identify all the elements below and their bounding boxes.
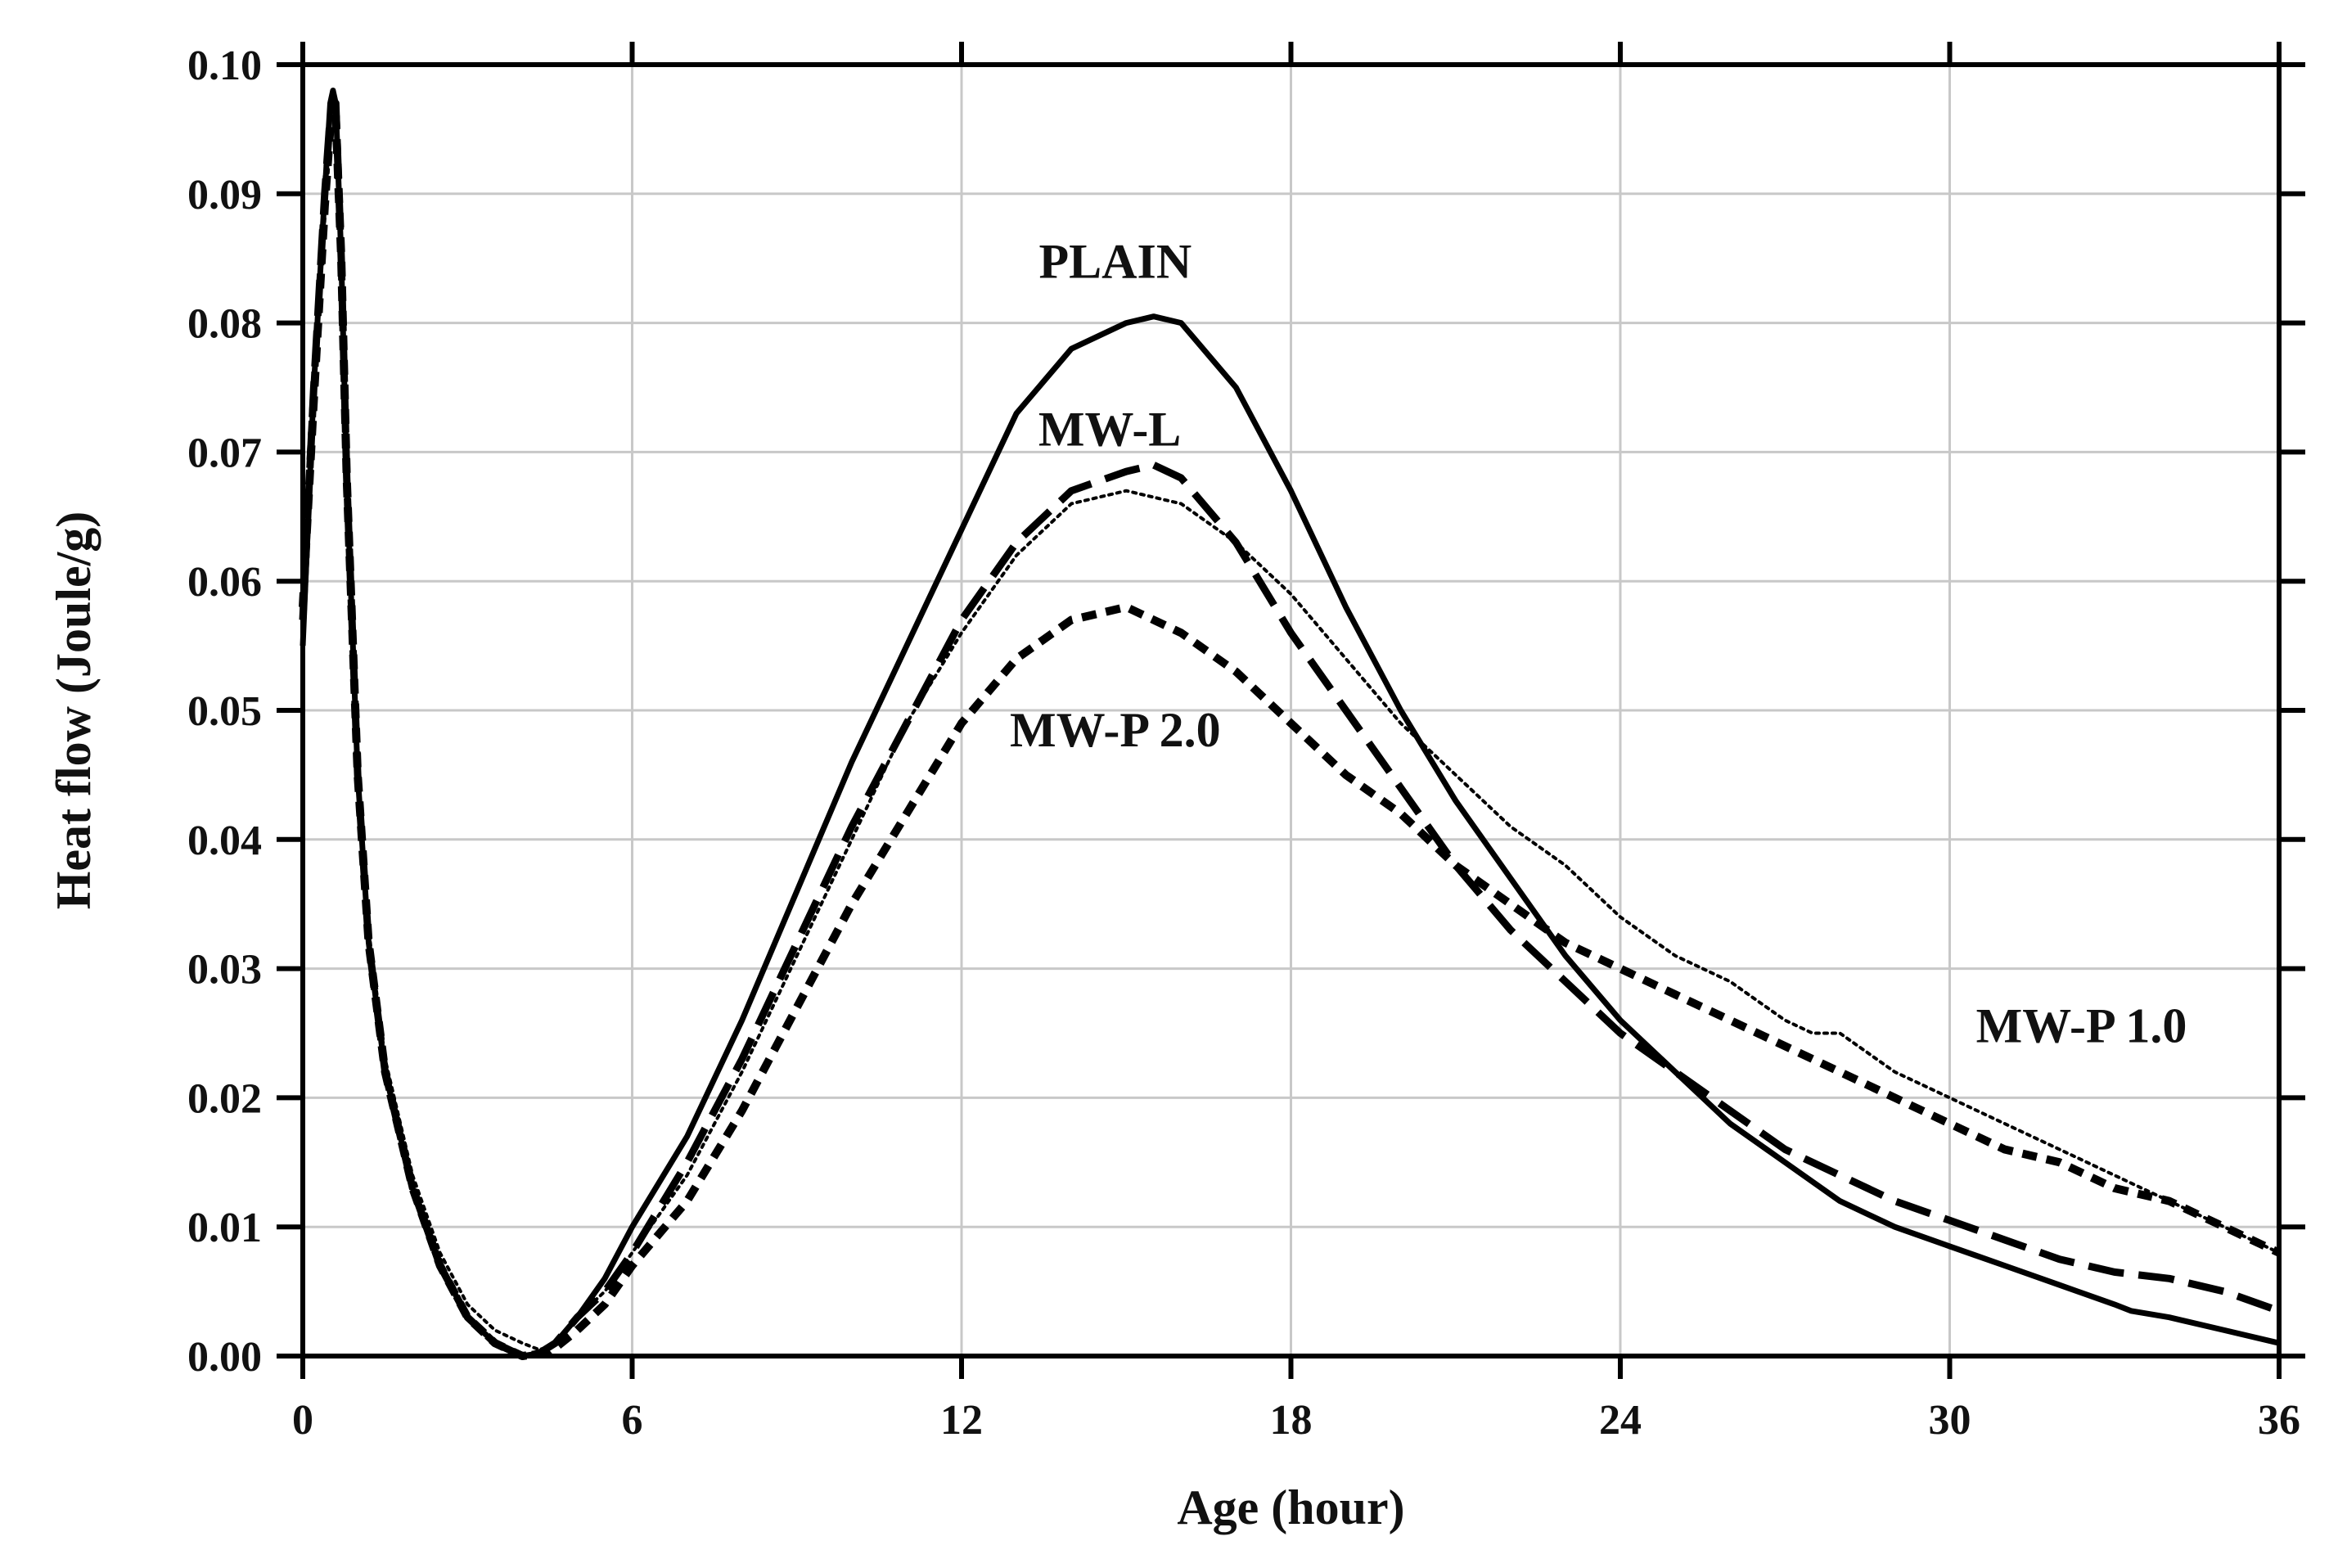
x-tick-label: 18: [1270, 1397, 1313, 1444]
y-tick-label: 0.07: [187, 430, 262, 476]
x-tick-label: 6: [622, 1397, 643, 1444]
x-tick-label: 0: [292, 1397, 313, 1444]
annotation-layer: PLAIN MW-L MW-P 2.0 MW-P 1.0: [1010, 234, 2187, 1052]
x-tick-label: 36: [2258, 1397, 2300, 1444]
x-tick-label: 24: [1599, 1397, 1642, 1444]
x-tick-label: 12: [940, 1397, 983, 1444]
series-line-mw-p-2-0: [299, 112, 2282, 1360]
y-tick-label: 0.06: [187, 559, 262, 606]
annotation-mw-l: MW-L: [1038, 403, 1181, 457]
y-tick-label: 0.02: [187, 1075, 262, 1122]
y-tick-label: 0.05: [187, 688, 262, 735]
y-tick-label: 0.10: [187, 43, 262, 89]
y-tick-label: 0.04: [187, 818, 262, 864]
x-axis-title: Age (hour): [1177, 1480, 1404, 1534]
annotation-mw-p-2-0: MW-P 2.0: [1010, 703, 1221, 757]
annotation-plain: PLAIN: [1038, 234, 1192, 288]
y-tick-label: 0.09: [187, 172, 262, 219]
series-layer: [299, 88, 2282, 1360]
y-tick-label: 0.03: [187, 947, 262, 994]
annotation-mw-p-1-0: MW-P 1.0: [1976, 999, 2187, 1053]
y-tick-label: 0.08: [187, 301, 262, 348]
tick-layer: [277, 42, 2305, 1379]
x-tick-label: 30: [1929, 1397, 1971, 1444]
label-layer: 0 6 12 18 24 30 36 0.00 0.01 0.02 0.03 0.04 0.05 0.06…: [187, 43, 2300, 1444]
grid-layer: [303, 65, 2279, 1356]
y-axis-title: Heat flow (Joule/g): [47, 511, 101, 910]
y-tick-label: 0.00: [187, 1334, 262, 1381]
y-tick-label: 0.01: [187, 1205, 262, 1251]
